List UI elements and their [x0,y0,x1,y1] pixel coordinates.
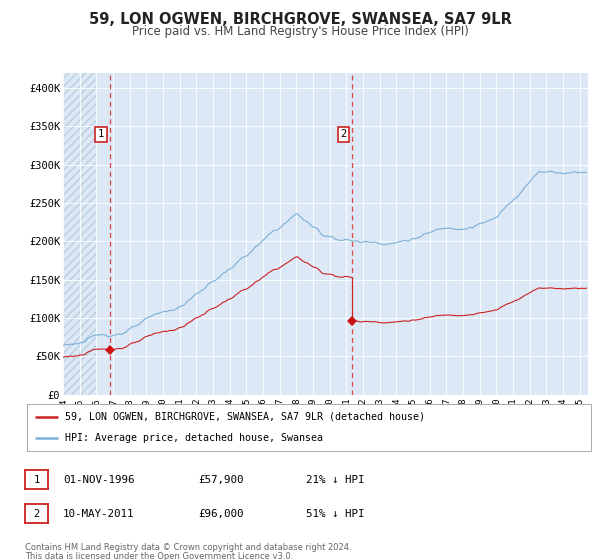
Text: 1: 1 [98,129,104,139]
Text: 59, LON OGWEN, BIRCHGROVE, SWANSEA, SA7 9LR (detached house): 59, LON OGWEN, BIRCHGROVE, SWANSEA, SA7 … [65,412,425,422]
Text: 51% ↓ HPI: 51% ↓ HPI [306,508,365,519]
Text: Contains HM Land Registry data © Crown copyright and database right 2024.: Contains HM Land Registry data © Crown c… [25,543,352,552]
Text: 2: 2 [34,508,40,519]
Text: 2: 2 [340,129,346,139]
Text: This data is licensed under the Open Government Licence v3.0.: This data is licensed under the Open Gov… [25,552,293,560]
Text: 21% ↓ HPI: 21% ↓ HPI [306,475,365,485]
Bar [63,73,97,395]
Text: £57,900: £57,900 [198,475,244,485]
Text: 10-MAY-2011: 10-MAY-2011 [63,508,134,519]
Text: HPI: Average price, detached house, Swansea: HPI: Average price, detached house, Swan… [65,433,323,444]
Text: 01-NOV-1996: 01-NOV-1996 [63,475,134,485]
Text: Price paid vs. HM Land Registry's House Price Index (HPI): Price paid vs. HM Land Registry's House … [131,25,469,38]
Text: 59, LON OGWEN, BIRCHGROVE, SWANSEA, SA7 9LR: 59, LON OGWEN, BIRCHGROVE, SWANSEA, SA7 … [89,12,511,27]
Text: £96,000: £96,000 [198,508,244,519]
Text: 1: 1 [34,475,40,485]
